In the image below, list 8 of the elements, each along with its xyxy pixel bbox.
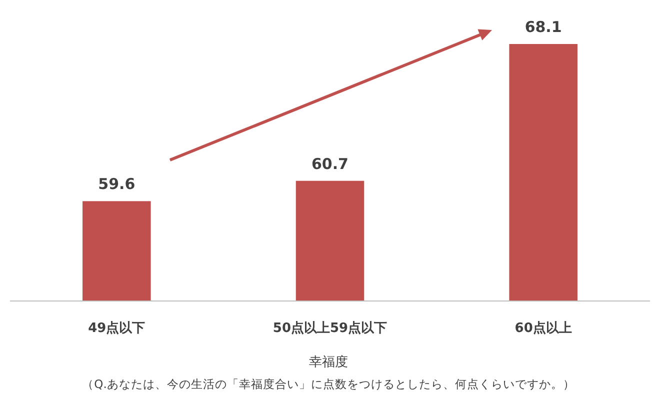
data-label: 59.6 [98,175,136,194]
text: （Q.あなたは、今の生活の「幸福度合い」に点数をつけるとしたら、何点くらいですか。） [82,377,575,391]
x-tick-label: 50点以上59点以下 [272,320,388,336]
x-tick-label: 60点以上 [514,320,572,336]
x-axis-title: 幸福度 [309,354,348,370]
data-label: 60.7 [311,154,349,173]
data-label: 68.1 [524,18,562,36]
x-tick-label: 49点以下 [88,320,146,336]
